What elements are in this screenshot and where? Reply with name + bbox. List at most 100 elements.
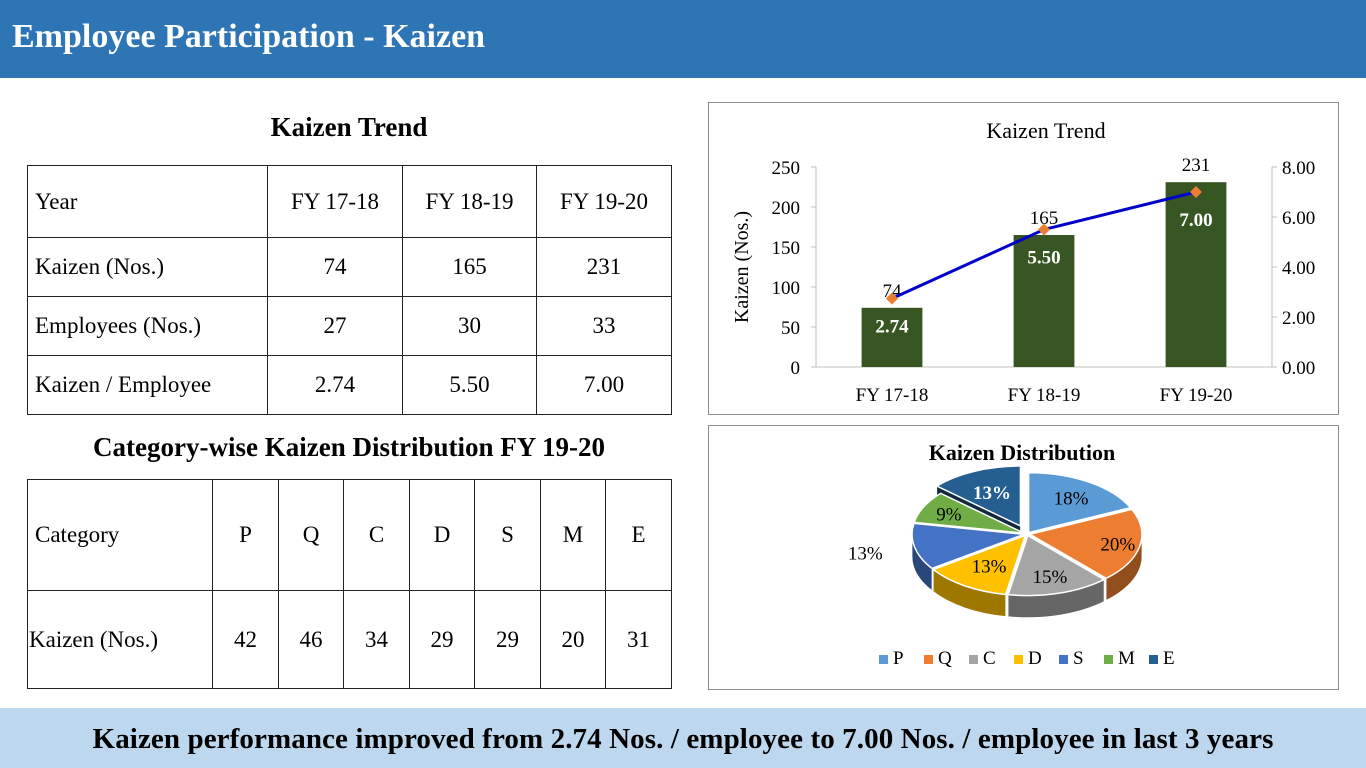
legend-label: E [1163,648,1175,669]
footer-summary: Kaizen performance improved from 2.74 No… [92,723,1274,755]
table-cell: 5.50 [402,355,537,415]
chart-title: Kaizen Distribution [929,440,1115,465]
category-header-cell: C [343,479,410,591]
pie-slice-label: 13% [973,483,1011,504]
y2-tick-label: 8.00 [1282,158,1315,179]
table-row: Kaizen (Nos.) 42 46 34 29 29 20 31 [27,590,672,689]
table-cell: 34 [343,590,410,689]
pie-slice-label: 18% [1054,488,1089,509]
pie-slice [931,534,1027,596]
pie-slice [911,522,1025,570]
trend-table: Year FY 17-18 FY 18-19 FY 19-20 Kaizen (… [27,165,672,415]
y2-tick-label: 6.00 [1282,208,1315,229]
legend-swatch [1104,655,1113,664]
category-table-title: Category-wise Kaizen Distribution FY 19-… [93,432,605,462]
legend-swatch [969,655,978,664]
table-cell: 2.74 [267,355,403,415]
trend-chart-panel: Kaizen Trend 0 50 100 150 200 250 0.00 2.00 4.00 6… [708,102,1339,415]
legend-swatch [924,655,933,664]
table-cell: 33 [536,296,672,356]
legend-swatch [1149,655,1158,664]
header-bar: Employee Participation - Kaizen [0,0,1366,78]
table-cell: 231 [536,237,672,297]
legend-swatch [1059,655,1068,664]
pie-slice [1027,508,1143,580]
bar [1165,182,1227,367]
row-label: Kaizen (Nos.) [27,237,268,297]
pie-slice-label: 13% [848,544,883,565]
bar-value-label: 165 [1030,208,1059,229]
row-label: Employees (Nos.) [27,296,268,356]
pie-chart-panel: Kaizen Distribution 18% 20% 15% 13% 13% 9% 13% P… [708,425,1339,690]
category-header-label: Category [27,479,213,591]
y-axis-label: Kaizen (Nos.) [731,211,753,323]
line-marker [1190,186,1202,198]
y2-tick-label: 0.00 [1282,358,1315,379]
pie-slice [1007,534,1106,597]
trend-header-cell: FY 18-19 [402,165,537,238]
y-tick-label: 0 [791,358,801,379]
table-cell: 27 [267,296,403,356]
table-row: Kaizen (Nos.) 74 165 231 [27,237,672,297]
row-label: Kaizen / Employee [27,355,268,415]
bar [861,307,923,367]
x-tick-label: FY 19-20 [1160,385,1233,406]
trend-chart: Kaizen Trend 0 50 100 150 200 250 0.00 2.00 4.00 6… [731,118,1315,406]
legend-label: P [893,648,904,669]
pie-chart: Kaizen Distribution 18% 20% 15% 13% 13% 9% 13% P… [848,440,1175,669]
pie-slice-label: 9% [936,504,962,525]
pie-slice [935,465,1022,528]
y-tick-label: 50 [781,318,800,339]
table-cell: 20 [540,590,606,689]
category-header-cell: D [409,479,475,591]
category-header-cell: E [605,479,672,591]
legend-label: C [983,648,996,669]
trend-header-label: Year [27,165,268,238]
table-cell: 74 [267,237,403,297]
footer-bar: Kaizen performance improved from 2.74 No… [0,708,1366,768]
category-header-cell: S [474,479,541,591]
trend-header-cell: FY 17-18 [267,165,403,238]
table-cell: 165 [402,237,537,297]
row-label: Kaizen (Nos.) [27,590,213,689]
y2-tick-label: 2.00 [1282,308,1315,329]
line-value-label: 5.50 [1027,248,1060,269]
y-tick-label: 200 [772,198,801,219]
pie-slice [1027,471,1132,534]
y-tick-label: 250 [772,158,801,179]
y-tick-label: 150 [772,238,801,259]
pie-slice [913,492,1025,535]
table-cell: 42 [212,590,279,689]
legend-swatch [879,655,888,664]
legend-label: D [1028,648,1042,669]
y-tick-label: 100 [772,278,801,299]
bar-value-label: 231 [1182,155,1211,176]
table-cell: 31 [605,590,672,689]
pie-slice-label: 13% [972,557,1007,578]
category-header-cell: Q [278,479,344,591]
trend-table-title: Kaizen Trend [270,112,428,142]
table-row: Kaizen / Employee 2.74 5.50 7.00 [27,355,672,415]
table-cell: 30 [402,296,537,356]
line-value-label: 7.00 [1179,210,1212,231]
table-row: Employees (Nos.) 27 30 33 [27,296,672,356]
category-header-cell: M [540,479,606,591]
table-cell: 7.00 [536,355,672,415]
page-title: Employee Participation - Kaizen [12,18,486,55]
legend-label: M [1118,648,1135,669]
pie-slice-label: 20% [1100,535,1135,556]
trend-header-cell: FY 19-20 [536,165,672,238]
line-value-label: 2.74 [875,317,909,338]
category-header-cell: P [212,479,279,591]
pie-slice-label: 15% [1033,567,1068,588]
category-table: Category P Q C D S M E Kaizen (Nos.) 42 … [27,479,672,689]
x-tick-label: FY 18-19 [1008,385,1081,406]
legend-label: S [1073,648,1084,669]
table-cell: 29 [409,590,475,689]
line-marker [1038,223,1050,236]
chart-title: Kaizen Trend [986,118,1105,143]
trend-header-row: Year FY 17-18 FY 18-19 FY 19-20 [27,165,672,238]
table-cell: 46 [278,590,344,689]
category-header-row: Category P Q C D S M E [27,479,672,591]
line-marker [886,292,898,305]
